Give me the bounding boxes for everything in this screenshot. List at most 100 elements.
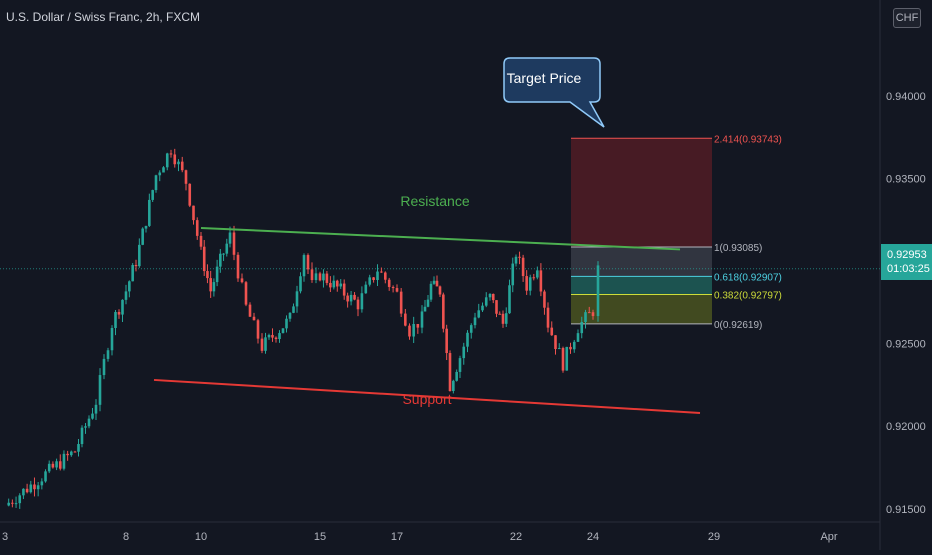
candle-body-129 [473,317,477,326]
candle-body-112 [416,323,420,328]
candle-body-37 [141,228,144,245]
candle-body-157 [572,341,576,350]
candle-body-130 [477,310,481,318]
candle-body-88 [325,273,329,283]
candle-body-160 [584,312,587,322]
fib-level-label-4: 0(0.92619) [714,320,762,331]
candle-body-24 [94,404,98,414]
candle-body-83 [306,255,310,270]
fib-level-label-1: 1(0.93085) [714,243,762,254]
candle-body-45 [169,153,173,155]
candle-body-159 [580,321,584,334]
candle-body-40 [151,190,154,200]
target-price-label: Target Price [507,70,582,86]
candle-body-57 [212,282,216,292]
candle-body-93 [342,283,346,296]
candle-body-153 [557,348,561,350]
candle-body-71 [264,337,267,351]
support-trendline[interactable] [153,378,701,414]
candle-body-65 [240,278,244,283]
candle-body-109 [404,313,407,326]
candle-body-14 [58,461,62,469]
x-tick-label-5: 22 [510,531,522,543]
candle-body-80 [295,291,299,307]
candle-body-103 [380,271,383,273]
candle-body-70 [260,338,264,351]
candle-body-2 [14,503,18,505]
candle-body-96 [353,294,356,300]
candle-body-127 [466,332,469,347]
candle-body-28 [110,328,114,351]
candle-body-149 [543,291,546,308]
y-tick-label-3: 0.92500 [886,339,926,351]
candle-body-121 [445,328,448,354]
candle-body-131 [481,305,484,311]
candle-body-3 [18,495,22,504]
currency-badge[interactable]: CHF [893,8,921,28]
candle-body-85 [314,273,318,281]
support-label: Support [402,391,451,407]
candle-body-140 [511,263,515,286]
candle-body-22 [87,418,91,427]
candle-body-73 [271,334,274,338]
candle-body-163 [596,265,600,317]
x-tick-label-0: 3 [2,531,8,543]
x-tick-label-7: 29 [708,531,720,543]
candle-body-92 [339,283,343,287]
candle-body-106 [391,286,395,289]
resistance-label: Resistance [400,193,469,209]
candle-body-123 [452,380,455,391]
candle-body-162 [591,312,595,317]
candle-body-99 [364,284,368,294]
candle-body-21 [84,426,87,428]
candle-body-110 [408,325,411,337]
candle-body-43 [162,167,165,173]
candle-body-86 [318,273,322,281]
candle-body-126 [462,346,466,359]
fib-level-label-0: 2.414(0.93743) [714,134,782,145]
candle-body-6 [29,484,33,493]
candle-body-27 [106,350,110,359]
resistance-trendline[interactable] [200,226,681,251]
last-price-tag: 0.92953 01:03:25 [881,244,932,280]
fib-zone-1-0618 [571,246,712,277]
fib-zone-0382-0 [571,294,712,324]
candle-body-75 [278,333,281,340]
candle-body-30 [117,311,121,315]
candle-body-69 [256,320,260,339]
candle-body-55 [206,271,209,279]
bar-countdown: 01:03:25 [887,263,930,275]
candle-body-113 [420,311,424,328]
candle-body-7 [33,484,36,490]
target-price-callout[interactable] [503,57,605,128]
candle-body-35 [134,265,138,267]
candle-body-33 [128,281,131,292]
candle-body-150 [546,307,550,328]
candle-body-12 [51,463,55,468]
candle-body-132 [484,297,488,306]
candle-body-151 [550,327,554,336]
candle-body-82 [302,255,306,277]
candle-body-39 [148,199,151,226]
candle-body-98 [360,293,364,310]
candle-body-34 [131,265,134,282]
candle-body-137 [501,313,505,324]
candle-body-64 [236,254,240,279]
candle-body-18 [73,451,77,453]
fib-zone-0618-0382 [571,276,712,295]
candle-body-148 [539,270,543,292]
candle-body-147 [536,270,539,278]
candle-body-17 [70,451,73,456]
candle-body-133 [488,293,492,298]
candle-body-81 [299,276,302,292]
x-tick-label-8: Apr [820,531,837,543]
candle-body-72 [267,334,271,338]
candle-body-8 [36,485,40,490]
y-tick-label-5: 0.91500 [886,504,926,516]
candle-body-100 [368,277,371,285]
candle-body-146 [532,277,536,279]
candle-body-158 [576,333,580,342]
candle-body-47 [177,161,180,165]
